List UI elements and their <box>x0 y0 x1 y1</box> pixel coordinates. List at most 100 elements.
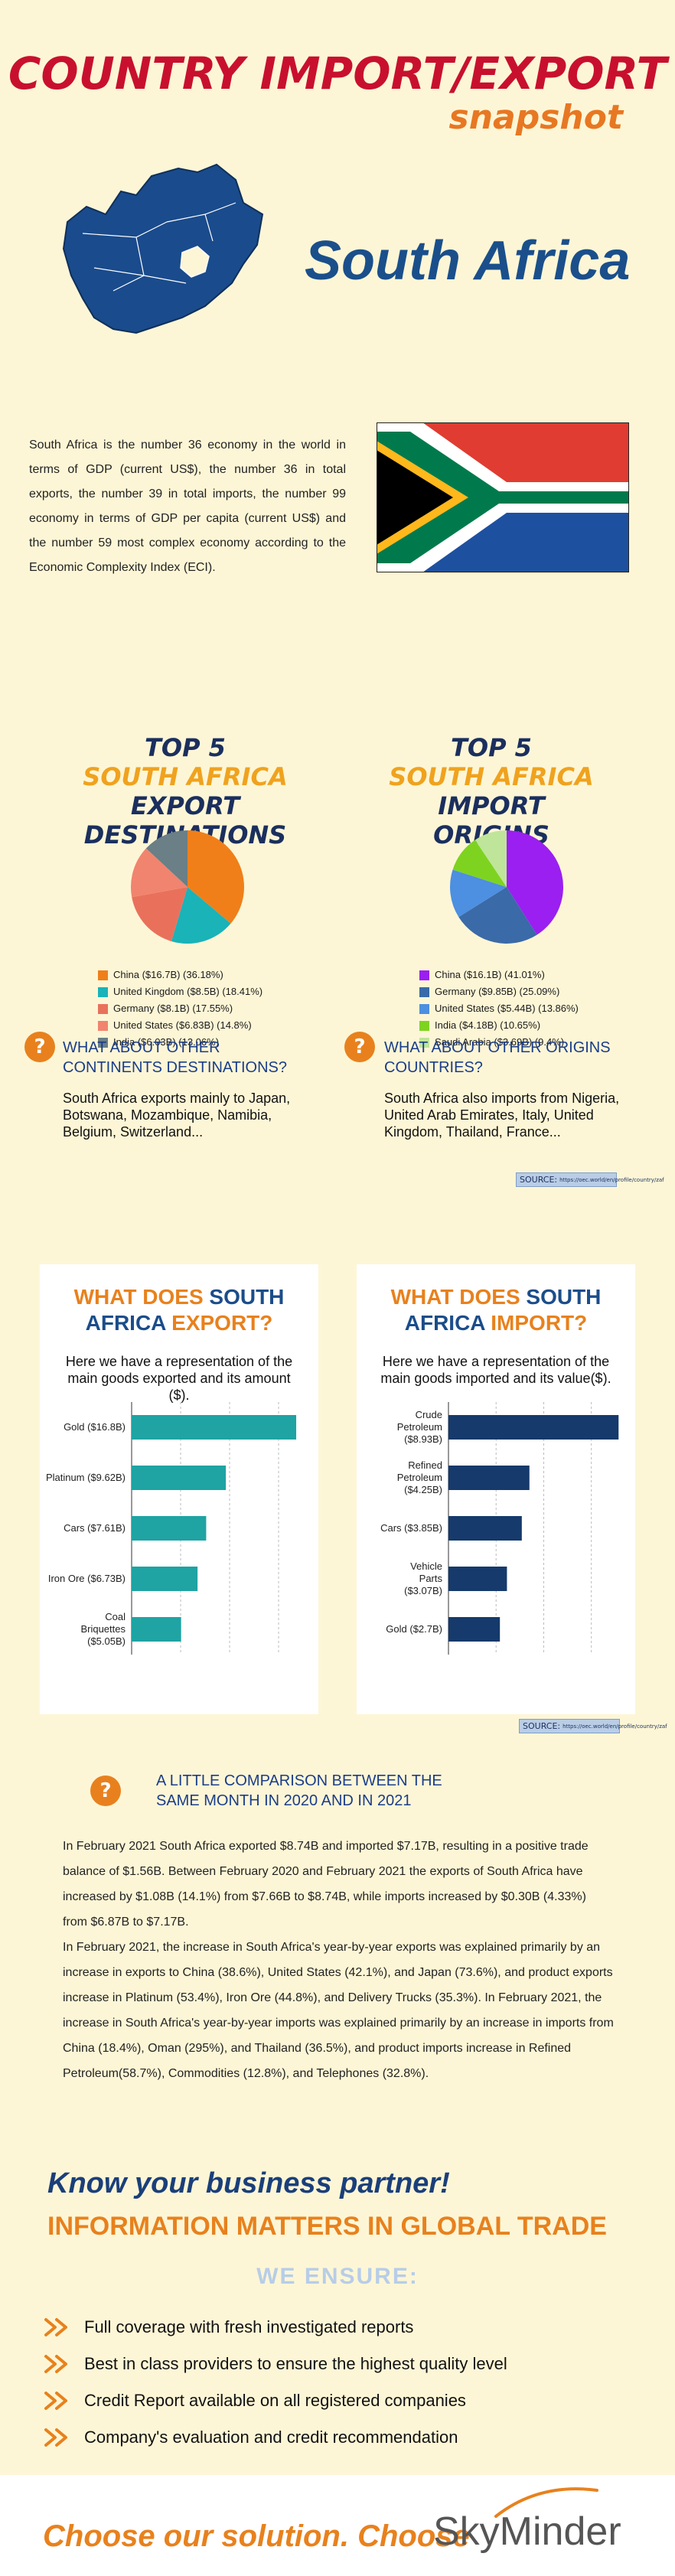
source-url[interactable]: https://oec.world/en/profile/country/zaf <box>559 1176 664 1183</box>
export-goods-panel: WHAT DOES SOUTH AFRICA EXPORT? Here we h… <box>40 1264 318 1714</box>
exports-title-country: SOUTH AFRICA <box>83 762 288 791</box>
import-goods-category-label: Vehicle Parts ($3.07B) <box>404 1560 442 1596</box>
exports-legend-label: India ($6.03B) (13.06%) <box>113 1036 220 1048</box>
promo-subheadline: INFORMATION MATTERS IN GLOBAL TRADE <box>47 2212 607 2241</box>
imports-legend-label: Germany ($9.85B) (25.09%) <box>435 986 560 997</box>
imports-legend-label: United States ($5.44B) (13.86%) <box>435 1003 579 1014</box>
imports-question-body: South Africa also imports from Nigeria, … <box>384 1091 620 1140</box>
export-goods-category-label: Cars ($7.61B) <box>64 1522 126 1534</box>
export-goods-category-label: Gold ($16.8B) <box>64 1421 126 1433</box>
double-chevron-icon <box>44 2392 67 2410</box>
exports-pie-slice-india <box>145 830 188 887</box>
export-goods-bar <box>132 1567 198 1591</box>
source-badge-2: SOURCE: https://oec.world/en/profile/cou… <box>519 1719 667 1733</box>
imports-legend-label: China ($16.1B) (41.01%) <box>435 969 545 980</box>
export-goods-bar <box>132 1415 297 1440</box>
imports-pie-slice-india <box>452 840 507 887</box>
exports-legend-item: India ($6.03B) (13.06%) <box>98 1034 262 1051</box>
exports-pie-chart <box>131 830 244 944</box>
exports-legend-item: United Kingdom ($8.5B) (18.41%) <box>98 983 262 1000</box>
promo-headline: Know your business partner! <box>47 2167 450 2199</box>
source-badge: SOURCE: https://oec.world/en/profile/cou… <box>516 1172 664 1187</box>
exports-legend-swatch <box>98 1037 108 1048</box>
export-goods-bar <box>132 1617 181 1642</box>
brand-logo[interactable]: SkyMinder <box>433 2509 621 2554</box>
imports-pie-slice-saudi-arabia <box>474 830 507 887</box>
double-chevron-icon <box>44 2428 67 2447</box>
comparison-paragraph-2: In February 2021, the increase in South … <box>63 1941 614 2080</box>
export-panel-description: Here we have a representation of the mai… <box>65 1354 293 1403</box>
double-chevron-icon <box>44 2318 67 2336</box>
question-icon: ? <box>90 1775 121 1806</box>
we-ensure-label: WE ENSURE: <box>256 2264 419 2289</box>
export-panel-title: WHAT DOES SOUTH AFRICA EXPORT? <box>40 1284 318 1336</box>
feature-label: Company's evaluation and credit recommen… <box>84 2428 458 2447</box>
comparison-body: In February 2021 South Africa exported $… <box>63 1834 614 2086</box>
imports-legend-swatch <box>419 1020 429 1031</box>
intro-paragraph: South Africa is the number 36 economy in… <box>29 439 346 574</box>
page-subtitle: snapshot <box>448 98 623 137</box>
import-goods-bar <box>448 1516 522 1541</box>
exports-section-title: TOP 5 SOUTH AFRICA EXPORT DESTINATIONS <box>36 733 334 849</box>
imports-legend: China ($16.1B) (41.01%) Germany ($9.85B) … <box>419 967 579 1051</box>
import-goods-bar-chart: 02.557.5CrudePetroleum($8.93B)RefinedPet… <box>380 1402 619 1655</box>
export-panel-title-c: EXPORT? <box>165 1311 273 1335</box>
imports-legend-label: India ($4.18B) (10.65%) <box>435 1019 541 1031</box>
exports-legend-label: United Kingdom ($8.5B) (18.41%) <box>113 986 263 997</box>
footer-tagline: Choose our solution. Choose <box>43 2519 470 2553</box>
export-goods-bar-chart: 051015Gold ($16.8B)Platinum ($9.62B)Cars… <box>46 1402 297 1655</box>
country-name: South Africa <box>305 230 631 292</box>
imports-legend-swatch <box>419 1003 429 1014</box>
comparison-title: A LITTLE COMPARISON BETWEEN THE SAME MON… <box>156 1772 442 1809</box>
imports-pie-slice-united-states <box>450 869 507 918</box>
feature-label: Credit Report available on all registere… <box>84 2391 466 2410</box>
export-goods-bar <box>132 1516 207 1541</box>
exports-legend-item: Germany ($8.1B) (17.55%) <box>98 1000 262 1017</box>
import-panel-title-c: IMPORT? <box>484 1311 588 1335</box>
source-url-2[interactable]: https://oec.world/en/profile/country/zaf <box>562 1723 667 1730</box>
feature-item: Credit Report available on all registere… <box>43 2391 507 2411</box>
imports-pie-slice-germany <box>458 887 537 944</box>
footer: Choose our solution. Choose SkyMinder <box>0 2475 675 2576</box>
feature-item: Company's evaluation and credit recommen… <box>43 2428 507 2447</box>
feature-label: Best in class providers to ensure the hi… <box>84 2354 507 2373</box>
import-goods-bar <box>448 1415 619 1440</box>
imports-legend-item: United States ($5.44B) (13.86%) <box>419 1000 579 1017</box>
exports-legend-swatch <box>98 970 108 980</box>
exports-legend-label: United States ($6.83B) (14.8%) <box>113 1019 252 1031</box>
exports-question-body: South Africa exports mainly to Japan, Bo… <box>63 1091 291 1140</box>
import-goods-category-label: Crude Petroleum ($8.93B) <box>397 1409 442 1445</box>
export-panel-title-b: SOUTH AFRICA <box>85 1285 285 1335</box>
imports-legend-swatch <box>419 1037 429 1048</box>
imports-legend-item: Saudi Arabia ($3.69B) (9.4%) <box>419 1034 579 1051</box>
export-goods-category-label: Platinum ($9.62B) <box>46 1472 126 1483</box>
exports-pie-slice-china <box>188 830 244 924</box>
double-chevron-icon <box>44 2355 67 2373</box>
import-goods-category-label: Gold ($2.7B) <box>386 1623 442 1635</box>
source-label: SOURCE: <box>520 1175 558 1185</box>
exports-legend-swatch <box>98 1003 108 1014</box>
exports-legend-item: United States ($6.83B) (14.8%) <box>98 1017 262 1034</box>
page-title: COUNTRY IMPORT/EXPORT <box>8 47 667 99</box>
exports-legend-item: China ($16.7B) (36.18%) <box>98 967 262 983</box>
imports-pie-chart <box>450 830 563 944</box>
exports-legend-swatch <box>98 1020 108 1031</box>
exports-pie-slice-united-kingdom <box>171 887 231 944</box>
question-icon: ? <box>344 1032 375 1062</box>
features-list: Full coverage with fresh investigated re… <box>43 2317 507 2447</box>
export-panel-title-a: WHAT DOES <box>73 1285 210 1309</box>
import-panel-title-a: WHAT DOES <box>390 1285 527 1309</box>
feature-label: Full coverage with fresh investigated re… <box>84 2317 414 2336</box>
import-panel-title-b: SOUTH AFRICA <box>404 1285 602 1335</box>
imports-question-title: WHAT ABOUT OTHER ORIGINS COUNTRIES? <box>384 1039 611 1076</box>
exports-pie-slice-germany <box>132 887 188 941</box>
exports-legend-swatch <box>98 986 108 997</box>
exports-legend-label: Germany ($8.1B) (17.55%) <box>113 1003 233 1014</box>
imports-pie-slice-china <box>507 830 563 935</box>
source-label-2: SOURCE: <box>523 1721 561 1731</box>
imports-legend-swatch <box>419 986 429 997</box>
south-africa-flag <box>377 422 629 572</box>
export-goods-category-label: Iron Ore ($6.73B) <box>48 1573 126 1584</box>
imports-legend-item: Germany ($9.85B) (25.09%) <box>419 983 579 1000</box>
exports-legend: China ($16.7B) (36.18%) United Kingdom ($… <box>98 967 262 1051</box>
